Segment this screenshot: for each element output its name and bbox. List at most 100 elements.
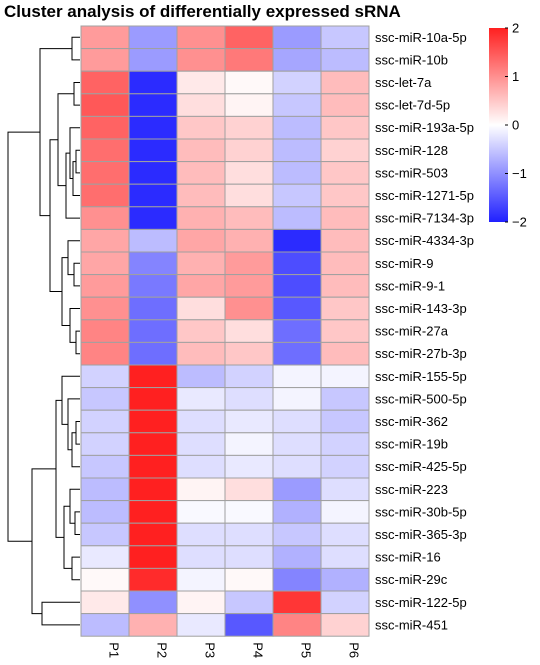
heatmap-cell (176, 161, 226, 185)
heatmap-cell (272, 454, 322, 479)
column-label: P2 (155, 642, 170, 658)
row-label: ssc-miR-10b (375, 52, 448, 67)
heatmap-cell (320, 500, 370, 524)
heatmap-cell (272, 613, 322, 637)
heatmap-cell (80, 500, 130, 524)
heatmap-cell (320, 613, 370, 637)
row-labels: ssc-miR-10a-5p ssc-miR-10b ssc-let-7a ssc-l… (375, 30, 474, 633)
heatmap-cell (320, 364, 370, 389)
row-label: ssc-miR-7134-3p (375, 211, 474, 226)
heatmap-cell (224, 409, 274, 434)
heatmap-cell (176, 590, 226, 615)
heatmap-cell (272, 409, 322, 434)
heatmap-cell (80, 613, 130, 637)
heatmap-cell (80, 183, 130, 208)
heatmap-cell (272, 274, 322, 298)
column-labels: P1 P2 P3 P4 P5 P6 (107, 642, 362, 658)
dendrogram-branch (75, 149, 80, 174)
column-label: P3 (203, 642, 218, 658)
heatmap-cell (128, 432, 178, 456)
row-label: ssc-let-7a (375, 75, 432, 90)
heatmap-cell (80, 228, 130, 253)
row-label: ssc-let-7d-5p (375, 98, 450, 113)
heatmap-cell (128, 387, 178, 411)
heatmap-cell (128, 590, 178, 615)
row-dendrogram (7, 36, 80, 626)
heatmap-cell (320, 251, 370, 276)
row-label: ssc-miR-365-3p (375, 527, 467, 542)
heatmap-cell (80, 319, 130, 343)
legend-tick-label: 0 (512, 118, 519, 133)
heatmap-cell (224, 500, 274, 524)
dendrogram-branch (69, 308, 80, 343)
row-label: ssc-miR-4334-3p (375, 233, 474, 248)
heatmap-cell (80, 70, 130, 95)
heatmap-cell (320, 48, 370, 72)
heatmap-cell (272, 319, 322, 343)
heatmap-cell (272, 545, 322, 569)
heatmap-cell (224, 613, 274, 637)
heatmap-cell (272, 25, 322, 50)
heatmap-cell (128, 522, 178, 547)
heatmap-cell (176, 387, 226, 411)
heatmap-cell (320, 115, 370, 140)
heatmap-cell (128, 25, 178, 50)
row-label: ssc-miR-19b (375, 437, 448, 452)
heatmap-cell (224, 206, 274, 230)
heatmap-cell (176, 93, 226, 117)
heatmap-cell (176, 341, 226, 366)
heatmap-cell (272, 590, 322, 615)
heatmap-cell (128, 567, 178, 592)
dendrogram-branch (7, 131, 40, 542)
heatmap-cell (224, 25, 274, 50)
heatmap-cell (80, 138, 130, 163)
heatmap-cell (320, 567, 370, 592)
dendrogram-branch (39, 48, 72, 217)
heatmap-cell (80, 387, 130, 411)
heatmap-cell (224, 387, 274, 411)
heatmap-cell (80, 48, 130, 72)
heatmap-cell (128, 161, 178, 185)
heatmap-cell (176, 228, 226, 253)
heatmap-cell (272, 70, 322, 95)
heatmap-cell (176, 206, 226, 230)
heatmap-cell (128, 454, 178, 479)
row-label: ssc-miR-27a (375, 324, 449, 339)
heatmap-cell (176, 115, 226, 140)
dendrogram-branch (55, 399, 64, 538)
heatmap-cell (272, 251, 322, 276)
heatmap-cell (224, 70, 274, 95)
heatmap-cell (320, 477, 370, 502)
heatmap-cell (272, 364, 322, 389)
row-label: ssc-miR-500-5p (375, 391, 467, 406)
heatmap-cell (272, 183, 322, 208)
row-label: ssc-miR-27b-3p (375, 346, 467, 361)
heatmap-cell (320, 296, 370, 321)
column-label: P1 (107, 642, 122, 658)
heatmap-cell (224, 341, 274, 366)
heatmap-cell (272, 48, 322, 72)
heatmap-cell (224, 432, 274, 456)
dendrogram-branch (61, 375, 80, 425)
heatmap-cell (176, 274, 226, 298)
heatmap-cell (224, 48, 274, 72)
heatmap-cell (320, 161, 370, 185)
heatmap-cell (272, 522, 322, 547)
heatmap-cell (272, 387, 322, 411)
heatmap-cell (224, 522, 274, 547)
heatmap-cell (272, 341, 322, 366)
heatmap-cell (320, 228, 370, 253)
heatmap-cell (176, 500, 226, 524)
row-label: ssc-miR-9-1 (375, 278, 445, 293)
legend-tick-label: −2 (512, 215, 527, 230)
dendrogram-branch (63, 505, 72, 569)
heatmap-cell (320, 25, 370, 50)
heatmap-cell (80, 477, 130, 502)
heatmap-cell (80, 545, 130, 569)
heatmap-cell (128, 251, 178, 276)
dendrogram-branch (69, 127, 80, 180)
heatmap-cell (272, 93, 322, 117)
dendrogram-branch (67, 398, 80, 451)
heatmap-cell (176, 432, 226, 456)
